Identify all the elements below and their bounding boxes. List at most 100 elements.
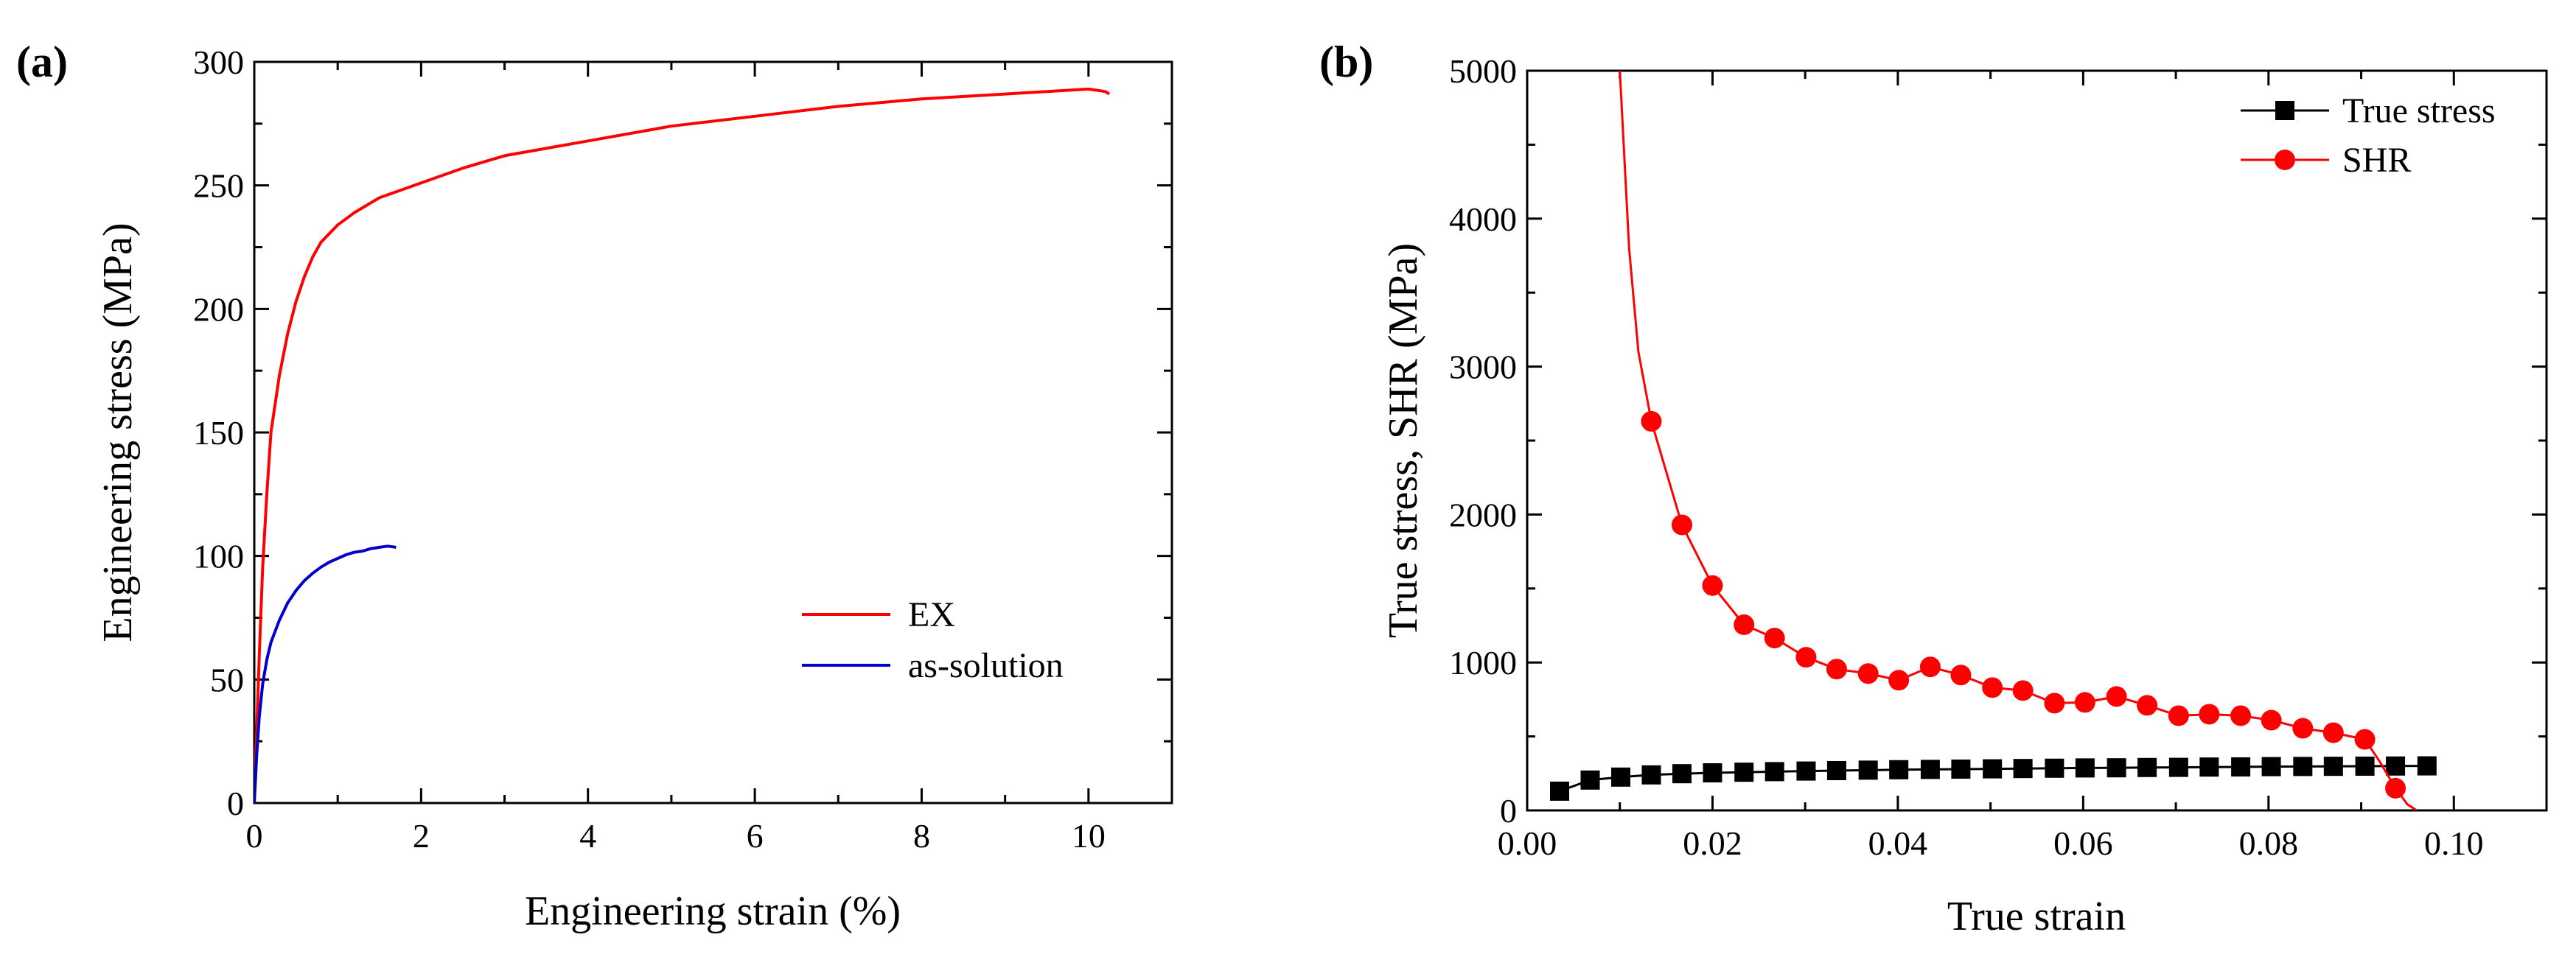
data-point-true-stress (2231, 757, 2251, 777)
data-point-shr (2261, 709, 2282, 731)
b-x-tick-label: 0.10 (2424, 824, 2484, 862)
b-y-tick-label: 5000 (1449, 52, 1517, 90)
b-y-tick-label: 0 (1500, 792, 1517, 830)
data-point-shr (2385, 777, 2406, 799)
data-point-true-stress (1983, 759, 2003, 779)
legend-marker-true-stress (2275, 101, 2294, 120)
data-point-true-stress (1703, 763, 1722, 782)
data-point-shr (1982, 677, 2003, 698)
panel-a-legend: EX as-solution (802, 595, 1064, 685)
data-point-shr (1702, 575, 1723, 596)
panel-b-plot-frame (1526, 69, 2548, 812)
panel-b-series (1550, 71, 2437, 810)
panel-b-legend: True stress SHR (2241, 91, 2496, 180)
legend-marker-shr (2275, 150, 2295, 170)
b-x-tick-label: 0.04 (1868, 824, 1928, 862)
a-x-tick-label: 10 (1072, 817, 1106, 855)
data-point-true-stress (1765, 762, 1784, 782)
a-x-tick-label: 8 (913, 817, 930, 855)
data-point-shr (2168, 705, 2189, 726)
data-point-shr (2106, 686, 2127, 707)
data-point-true-stress (1550, 781, 1570, 801)
b-x-tick-label: 0.00 (1498, 824, 1557, 862)
b-x-tick-label: 0.02 (1683, 824, 1742, 862)
data-point-shr (2137, 695, 2158, 716)
data-point-shr (1734, 614, 1755, 635)
panel-b-label: (b) (1319, 38, 1373, 86)
a-y-tick-label: 0 (227, 785, 244, 822)
series-line-as-solution (254, 544, 397, 803)
data-point-shr (2012, 680, 2034, 701)
data-point-shr (1919, 656, 1941, 678)
panel-b-y-axis-label: True stress, SHR (MPa) (1381, 243, 1426, 638)
a-y-tick-label: 250 (193, 167, 244, 205)
data-point-true-stress (1672, 764, 1692, 784)
data-point-shr (2199, 704, 2220, 725)
legend-label-as-solution: as-solution (908, 646, 1064, 685)
data-point-true-stress (2199, 757, 2219, 777)
a-x-tick-label: 6 (747, 817, 764, 855)
legend-label-shr: SHR (2342, 141, 2411, 180)
b-x-tick-label: 0.08 (2239, 824, 2299, 862)
legend-label-true-stress: True stress (2342, 91, 2496, 130)
data-point-true-stress (2386, 756, 2406, 776)
b-y-tick-label: 4000 (1449, 200, 1517, 238)
a-y-tick-label: 200 (193, 290, 244, 328)
data-point-true-stress (2013, 759, 2033, 779)
data-point-shr (1641, 410, 1662, 432)
b-y-tick-label: 3000 (1449, 348, 1517, 386)
b-y-tick-label: 2000 (1449, 496, 1517, 533)
a-y-tick-label: 300 (193, 43, 244, 81)
panel-a-x-axis-label: Engineering strain (%) (525, 888, 901, 934)
data-point-true-stress (1734, 763, 1754, 782)
data-point-true-stress (1826, 760, 1846, 780)
data-point-true-stress (2168, 757, 2188, 777)
b-y-tick-label: 1000 (1449, 644, 1517, 681)
panel-a-label: (a) (16, 38, 68, 86)
data-point-true-stress (1920, 760, 1940, 779)
b-x-tick-label: 0.06 (2053, 824, 2113, 862)
data-point-shr (2074, 692, 2095, 713)
panel-a-y-axis-label: Engineering stress (MPa) (95, 222, 141, 642)
a-x-tick-label: 4 (579, 817, 596, 855)
data-point-shr (2292, 718, 2314, 739)
data-point-shr (2354, 729, 2376, 750)
data-point-shr (1950, 665, 1972, 686)
panel-a-plot-frame (253, 60, 1173, 805)
panel-a-series (254, 87, 1111, 803)
data-point-true-stress (2075, 758, 2095, 778)
data-point-shr (1857, 663, 1879, 684)
data-point-shr (1671, 514, 1692, 536)
a-y-tick-label: 50 (210, 661, 244, 698)
data-point-true-stress (1796, 761, 1816, 781)
panel-b-x-axis-label: True strain (1947, 894, 2126, 939)
data-point-true-stress (1951, 759, 1971, 779)
a-x-tick-label: 2 (413, 817, 430, 855)
data-point-true-stress (1641, 765, 1661, 785)
data-point-shr (2322, 722, 2344, 743)
data-point-shr (2230, 705, 2252, 726)
a-y-tick-label: 100 (193, 538, 244, 575)
data-point-shr (1826, 659, 1847, 680)
panel-b-true-stress-shr: (b) 0.00 0.02 0.04 0.06 0.08 0.10 0 1000 2000 300… (1319, 38, 2548, 939)
data-point-true-stress (1610, 767, 1630, 787)
data-point-true-stress (2261, 757, 2281, 777)
legend-label-ex: EX (908, 595, 955, 634)
data-point-true-stress (2355, 756, 2375, 776)
data-point-true-stress (2293, 757, 2313, 777)
data-point-true-stress (1889, 760, 1909, 779)
data-point-true-stress (2137, 757, 2157, 777)
data-point-true-stress (2106, 758, 2126, 778)
data-point-true-stress (2323, 757, 2343, 777)
data-point-true-stress (1858, 760, 1878, 780)
data-point-true-stress (2417, 756, 2437, 776)
data-point-true-stress (2045, 758, 2064, 778)
data-point-shr (1888, 670, 1910, 691)
data-point-shr (1764, 628, 1785, 649)
panel-b-ticks: 0.00 0.02 0.04 0.06 0.08 0.10 0 1000 2000 3000 400… (1449, 52, 2547, 862)
data-point-shr (2044, 693, 2065, 714)
series-line-ex (254, 87, 1111, 803)
